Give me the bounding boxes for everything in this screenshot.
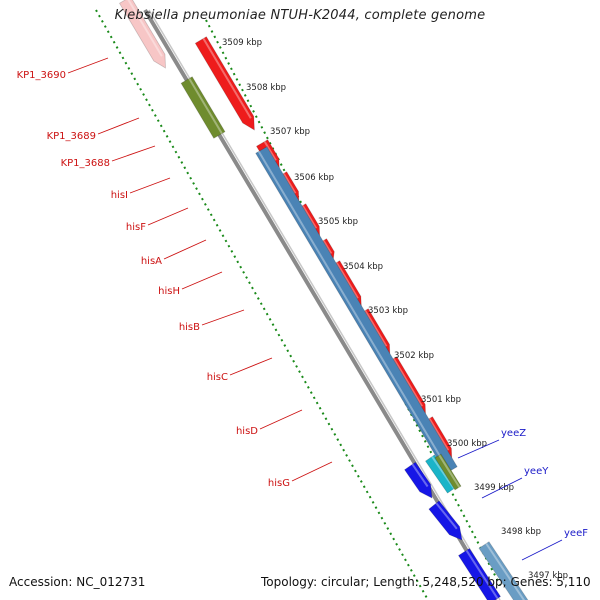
- leader-line: [291, 461, 333, 482]
- forward-gene-2[interactable]: [194, 36, 255, 131]
- reverse-gene-his-operon-highlight: [257, 150, 450, 473]
- leader-line: [129, 177, 171, 194]
- forward-gene-1-highlight: [127, 0, 163, 57]
- scale-labels: 3509 kbp 3508 kbp 3507 kbp 3506 kbp 3505 kbp…: [222, 38, 568, 581]
- scale-label: 3499 kbp: [474, 483, 514, 493]
- gene-label-hisa[interactable]: hisA: [141, 256, 162, 267]
- forward-gene-10-highlight: [428, 417, 450, 451]
- reverse-genes: [180, 76, 529, 600]
- leader-line: [147, 207, 189, 226]
- leader-line: [111, 145, 156, 162]
- reverse-gene-kp1-3689[interactable]: [180, 76, 226, 139]
- gene-label-kp1-3688[interactable]: KP1_3688: [61, 158, 110, 169]
- forward-gene-3-highlight: [263, 140, 277, 161]
- gene-label-yeef[interactable]: yeeF: [564, 528, 588, 539]
- leader-line: [481, 477, 523, 499]
- genome-stats: Topology: circular; Length: 5,248,520 bp…: [261, 575, 591, 589]
- genome-title: Klebsiella pneumoniae NTUH-K2044, comple…: [114, 8, 486, 23]
- gene-labels: KP1_3690 KP1_3689 KP1_3688 hisI hisF hisA hisH…: [17, 70, 589, 539]
- scale-label: 3502 kbp: [394, 351, 434, 361]
- forward-gene-7-highlight: [335, 261, 359, 299]
- scale-label: 3506 kbp: [294, 173, 334, 183]
- scale-label: 3501 kbp: [421, 395, 461, 405]
- genes-count-label: Genes: 5,110: [510, 575, 591, 589]
- gene-yeeY-region[interactable]: [428, 500, 463, 541]
- forward-gene-2-highlight: [202, 37, 252, 119]
- forward-gene-8-highlight: [364, 309, 388, 347]
- length-label: Length: 5,248,520 bp;: [373, 575, 507, 589]
- label-leaders: [67, 57, 563, 561]
- leader-line: [521, 539, 563, 561]
- gene-yeeY-region-highlight: [435, 502, 458, 530]
- gene-yeeZ-region[interactable]: [404, 461, 433, 499]
- gene-label-hisg[interactable]: hisG: [268, 478, 290, 489]
- forward-gene-4-highlight: [282, 172, 297, 194]
- gene-label-hisc[interactable]: hisC: [207, 372, 228, 383]
- scale-label: 3505 kbp: [318, 217, 358, 227]
- gene-label-hisf[interactable]: hisF: [126, 222, 146, 233]
- forward-gene-5-highlight: [301, 204, 318, 229]
- gene-olive-small[interactable]: [434, 453, 462, 491]
- gene-yeeF-region-highlight: [465, 549, 499, 599]
- leader-line: [259, 409, 303, 430]
- forward-gene-9-highlight: [392, 357, 423, 407]
- scale-label: 3504 kbp: [343, 262, 383, 272]
- leader-line: [163, 239, 207, 260]
- gene-label-hisb[interactable]: hisB: [179, 322, 200, 333]
- leader-line: [181, 271, 223, 290]
- scale-label: 3497 kbp: [528, 571, 568, 581]
- outer-tick-track: [95, 9, 429, 600]
- reverse-gene-his-operon[interactable]: [255, 146, 458, 474]
- gene-label-hisd[interactable]: hisD: [236, 426, 258, 437]
- gene-olive-small-highlight: [438, 454, 461, 488]
- scale-label: 3498 kbp: [501, 527, 541, 537]
- leader-line: [229, 357, 273, 376]
- leader-line: [97, 117, 140, 135]
- gene-yeeZ-region-highlight: [411, 463, 429, 488]
- forward-gene-6-highlight: [322, 239, 333, 255]
- gene-label-hish[interactable]: hisH: [158, 286, 180, 297]
- gene-yeeF-region[interactable]: [457, 547, 502, 600]
- accession-label: Accession: NC_012731: [9, 575, 146, 589]
- reverse-gene-kp1-3689-highlight: [188, 77, 223, 135]
- forward-gene-1[interactable]: [118, 0, 166, 69]
- gene-cyan-highlight: [431, 456, 455, 490]
- scale-label: 3507 kbp: [270, 127, 310, 137]
- leader-line: [201, 309, 245, 326]
- leader-line: [67, 57, 109, 74]
- gene-label-yeey[interactable]: yeeY: [524, 466, 549, 477]
- gene-light-blue[interactable]: [478, 541, 529, 600]
- scale-label: 3503 kbp: [368, 306, 408, 316]
- gene-label-hisi[interactable]: hisI: [111, 190, 128, 201]
- leader-line: [457, 439, 500, 459]
- gene-label-kp1-3690[interactable]: KP1_3690: [17, 70, 66, 81]
- scale-label: 3508 kbp: [246, 83, 286, 93]
- gene-light-blue-highlight: [485, 542, 526, 600]
- gene-label-kp1-3689[interactable]: KP1_3689: [47, 131, 96, 142]
- scale-label: 3509 kbp: [222, 38, 262, 48]
- scale-label: 3500 kbp: [447, 439, 487, 449]
- gene-label-yeez[interactable]: yeeZ: [501, 428, 526, 439]
- topology-label: Topology: circular;: [261, 575, 370, 589]
